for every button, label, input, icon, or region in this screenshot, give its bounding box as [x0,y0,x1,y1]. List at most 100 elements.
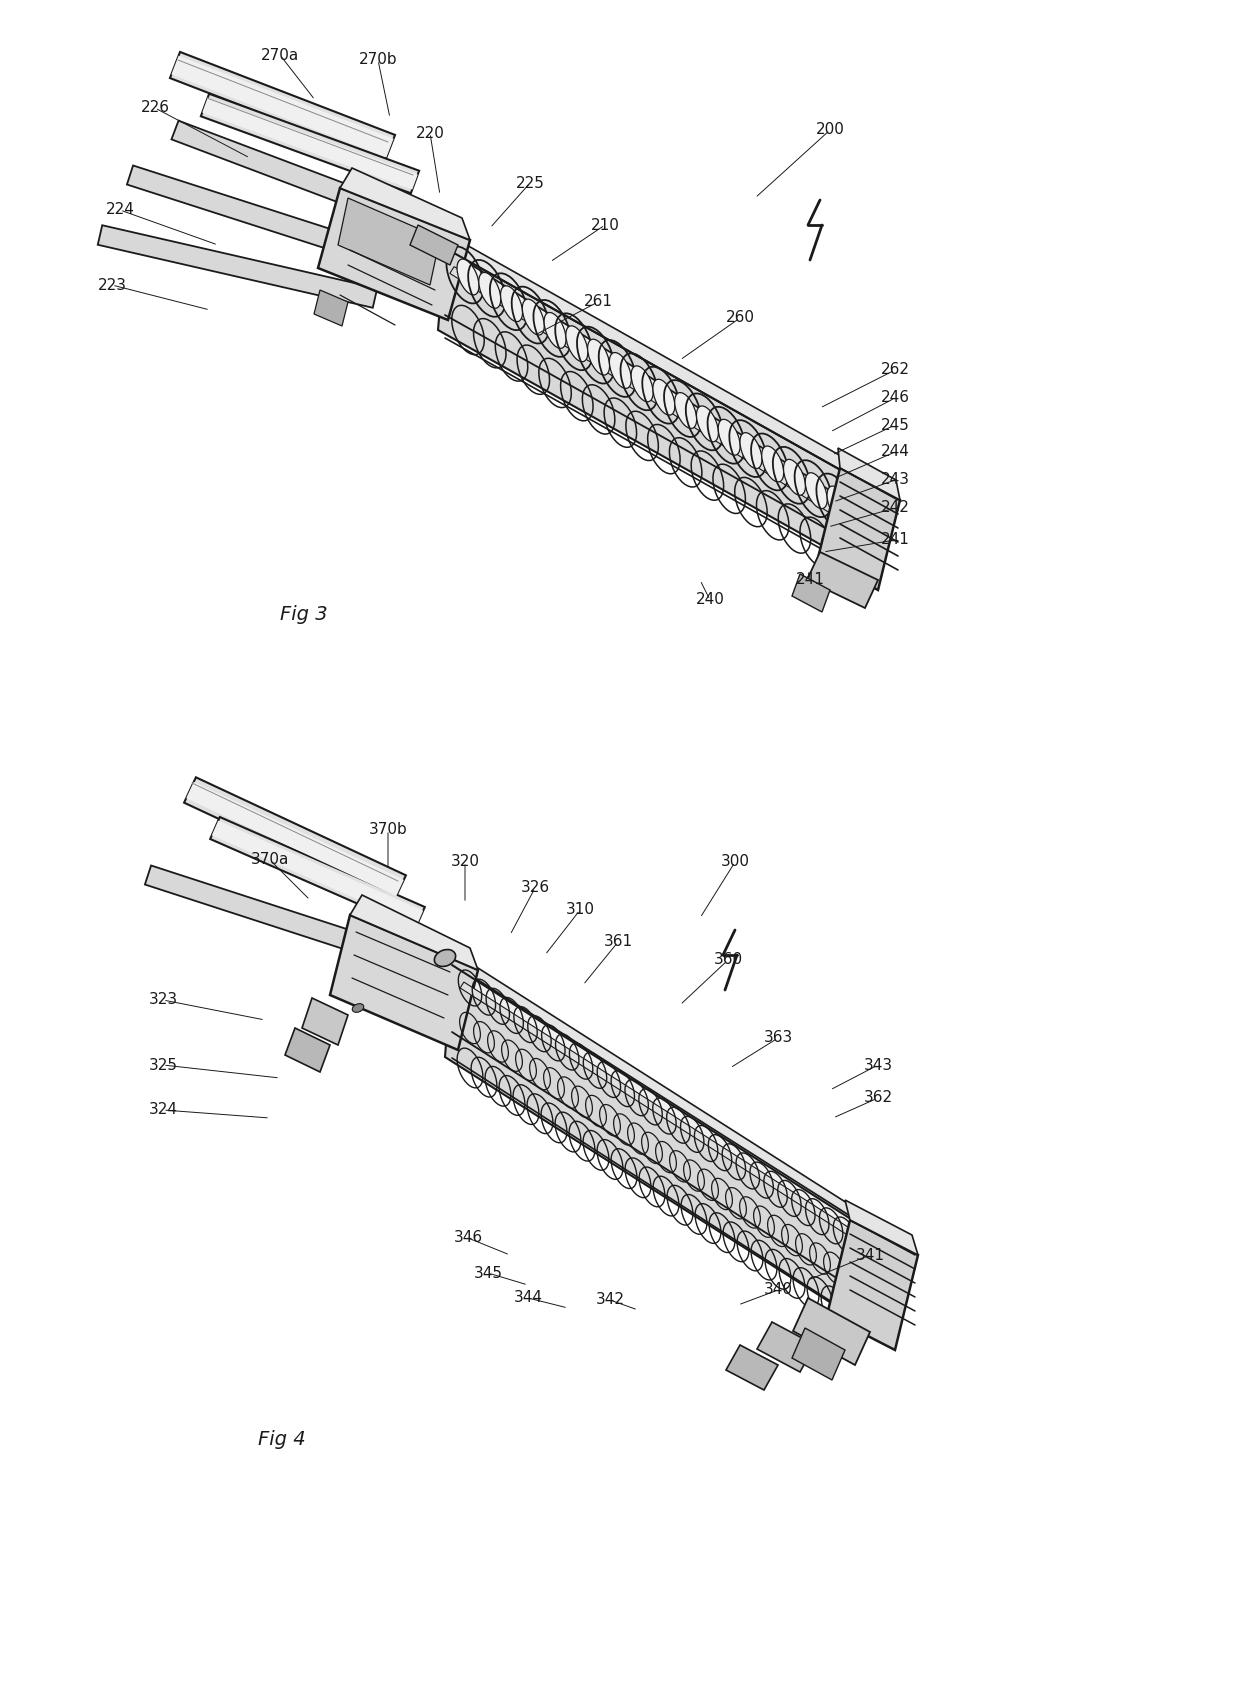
Ellipse shape [544,313,565,349]
Text: 246: 246 [880,390,909,405]
Text: 344: 344 [513,1290,543,1305]
Ellipse shape [609,352,631,388]
Polygon shape [210,817,425,929]
Text: 320: 320 [450,854,480,870]
Text: 242: 242 [880,500,909,516]
Polygon shape [330,916,477,1050]
Polygon shape [756,1322,815,1372]
Polygon shape [794,1299,870,1365]
Polygon shape [186,781,404,897]
Text: 210: 210 [590,218,620,233]
Polygon shape [456,972,874,1244]
Text: 360: 360 [713,953,743,967]
Polygon shape [303,997,348,1045]
Polygon shape [184,778,405,900]
Text: 343: 343 [863,1057,893,1072]
Text: 345: 345 [474,1266,502,1280]
Text: 341: 341 [856,1248,884,1263]
Ellipse shape [479,272,501,308]
Ellipse shape [458,259,479,294]
Ellipse shape [653,380,675,415]
Text: 323: 323 [149,992,177,1008]
Ellipse shape [718,419,740,454]
Ellipse shape [761,446,784,482]
Text: 240: 240 [696,592,724,608]
Text: 324: 324 [149,1103,177,1118]
Text: 241: 241 [796,572,825,587]
Polygon shape [438,248,856,560]
Ellipse shape [522,300,544,335]
Polygon shape [445,254,864,528]
Text: 241: 241 [880,533,909,548]
Polygon shape [440,230,856,478]
Polygon shape [340,168,470,240]
Ellipse shape [631,366,653,402]
Ellipse shape [675,393,697,429]
Text: 361: 361 [604,934,632,950]
Ellipse shape [784,460,806,495]
Ellipse shape [434,950,455,967]
Polygon shape [339,197,440,284]
Text: 362: 362 [863,1091,893,1106]
Text: 346: 346 [454,1231,482,1246]
Polygon shape [212,820,423,926]
Text: 223: 223 [98,277,126,293]
Text: 270a: 270a [260,48,299,63]
Text: 340: 340 [764,1283,792,1297]
Polygon shape [314,289,348,327]
Ellipse shape [588,339,610,374]
Ellipse shape [740,432,761,468]
Text: 370b: 370b [368,822,408,837]
Polygon shape [807,551,878,608]
Text: 363: 363 [764,1030,792,1045]
Text: Fig 3: Fig 3 [280,604,327,625]
Polygon shape [445,965,866,1321]
Text: 225: 225 [516,175,544,191]
Polygon shape [170,53,396,162]
Text: 300: 300 [720,854,749,870]
Text: 200: 200 [816,123,844,138]
Text: 261: 261 [584,294,613,310]
Polygon shape [460,982,870,1248]
Polygon shape [98,225,377,308]
Text: 310: 310 [565,902,594,917]
Text: 226: 226 [140,100,170,116]
Polygon shape [350,895,477,970]
Ellipse shape [565,325,588,363]
Ellipse shape [805,473,827,509]
Text: 245: 245 [880,417,909,432]
Polygon shape [202,97,418,189]
Polygon shape [844,1200,918,1254]
Polygon shape [317,187,470,320]
Polygon shape [410,225,458,266]
Ellipse shape [352,1004,363,1013]
Ellipse shape [827,487,849,523]
Polygon shape [145,866,388,962]
Ellipse shape [697,407,718,443]
Text: 325: 325 [149,1057,177,1072]
Text: 370a: 370a [250,853,289,868]
Text: 262: 262 [880,363,909,378]
Text: 260: 260 [725,310,754,325]
Polygon shape [792,574,830,613]
Text: 342: 342 [595,1292,625,1307]
Text: 270b: 270b [358,53,397,68]
Polygon shape [445,946,866,1229]
Text: Fig 4: Fig 4 [258,1430,305,1448]
Text: 243: 243 [880,473,909,487]
Polygon shape [818,468,900,591]
Text: 220: 220 [415,126,444,141]
Text: 244: 244 [880,444,909,460]
Polygon shape [827,1220,918,1350]
Polygon shape [838,448,900,500]
Polygon shape [171,56,393,157]
Polygon shape [126,165,391,267]
Polygon shape [792,1328,844,1380]
Polygon shape [285,1028,330,1072]
Polygon shape [171,121,403,225]
Polygon shape [725,1345,777,1391]
Ellipse shape [501,286,522,322]
Text: 224: 224 [105,203,134,218]
Text: 326: 326 [521,880,549,895]
Polygon shape [201,94,419,194]
